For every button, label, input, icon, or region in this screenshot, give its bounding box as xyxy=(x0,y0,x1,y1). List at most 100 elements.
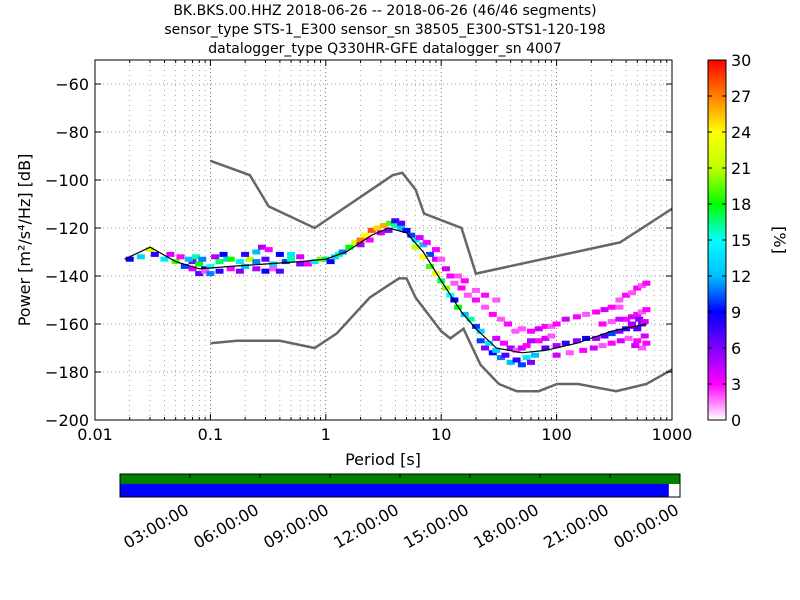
x-axis-label: Period [s] xyxy=(345,450,421,469)
chart-title: BK.BKS.00.HHZ 2018-06-26 -- 2018-06-26 (… xyxy=(0,2,770,59)
psd-cell xyxy=(552,352,561,358)
psd-cell xyxy=(582,311,591,317)
high-noise-model-line xyxy=(209,159,672,276)
psd-cell xyxy=(206,271,215,277)
psd-cell xyxy=(565,350,574,356)
y-axis-label: Power [m²/s⁴/Hz] [dB] xyxy=(15,154,34,327)
title-line-2: sensor_type STS-1_E300 sensor_sn 38505_E… xyxy=(164,22,606,38)
psd-cell xyxy=(330,254,339,260)
colorbar-tick-label: 6 xyxy=(731,339,741,358)
psd-cell xyxy=(522,355,531,361)
psd-cell xyxy=(397,225,406,231)
psd-cell xyxy=(252,249,261,255)
timeline-coverage-bottom xyxy=(120,484,669,497)
y-tick-label: −60 xyxy=(55,75,89,94)
psd-cell xyxy=(616,338,625,344)
psd-cell xyxy=(441,266,450,272)
psd-cell xyxy=(275,251,284,257)
psd-cell xyxy=(592,335,601,341)
psd-cell xyxy=(492,297,501,303)
psd-cell xyxy=(367,227,376,233)
psd-cell xyxy=(471,297,480,303)
psd-cell xyxy=(397,220,406,226)
psd-cell xyxy=(531,352,540,358)
psd-cell xyxy=(219,251,228,257)
psd-cell xyxy=(598,343,607,349)
psd-cell xyxy=(411,244,420,250)
plot-frame xyxy=(94,59,673,421)
psd-cell xyxy=(481,292,490,298)
psd-cell xyxy=(471,287,480,293)
psd-cell xyxy=(627,290,636,296)
psd-cell xyxy=(466,316,475,322)
psd-cell xyxy=(506,345,515,351)
psd-cell xyxy=(492,335,501,341)
psd-cell xyxy=(638,345,647,351)
y-tick-label: −180 xyxy=(45,363,89,382)
psd-cell xyxy=(622,292,631,298)
psd-cell xyxy=(426,251,435,257)
psd-cell xyxy=(373,225,382,231)
psd-cell xyxy=(589,345,598,351)
timeline-tick-label: 21:00:00 xyxy=(540,500,612,552)
psd-cell xyxy=(446,273,455,279)
psd-cell xyxy=(245,256,254,262)
psd-cell xyxy=(607,340,616,346)
psd-cell xyxy=(296,254,305,260)
psd-cell xyxy=(615,316,624,322)
psd-cell xyxy=(188,266,197,272)
psd-cell xyxy=(552,343,561,349)
psd-cell xyxy=(419,254,428,260)
psd-cell xyxy=(407,232,416,238)
psd-cell xyxy=(547,333,556,339)
psd-cell xyxy=(310,259,319,265)
psd-cell xyxy=(640,333,649,339)
psd-cell xyxy=(633,311,642,317)
x-tick-label: 100 xyxy=(541,425,572,444)
psd-cell xyxy=(351,239,360,245)
psd-cell xyxy=(638,283,647,289)
psd-cell xyxy=(607,319,616,325)
psd-cell xyxy=(166,251,175,257)
psd-cell xyxy=(598,321,607,327)
psd-cell xyxy=(534,338,543,344)
psd-cell xyxy=(460,278,469,284)
psd-cell xyxy=(633,326,642,332)
timeline-tick-label: 06:00:00 xyxy=(190,500,262,552)
psd-cell xyxy=(402,227,411,233)
psd-cell xyxy=(261,256,270,262)
psd-cell xyxy=(281,259,290,265)
y-tick-label: −100 xyxy=(45,171,89,190)
psd-cell xyxy=(506,359,515,365)
psd-cell xyxy=(582,335,591,341)
psd-cell xyxy=(136,254,145,260)
y-tick-label: −140 xyxy=(45,267,89,286)
psd-cell xyxy=(627,321,636,327)
psd-cell xyxy=(252,266,261,272)
psd-cell xyxy=(198,256,207,262)
low-noise-model-line xyxy=(210,277,672,393)
psd-cell xyxy=(642,307,651,313)
colorbar-tick-label: 24 xyxy=(731,123,751,142)
psd-cell xyxy=(206,263,215,269)
psd-cell xyxy=(125,256,134,262)
psd-cell xyxy=(264,247,273,253)
psd-cell xyxy=(195,261,204,267)
psd-cell xyxy=(235,268,244,274)
y-tick-label: −80 xyxy=(55,123,89,142)
psd-cell xyxy=(485,340,494,346)
psd-cell xyxy=(176,254,185,260)
psd-cell xyxy=(511,328,520,334)
psd-cell xyxy=(526,328,535,334)
psd-cell xyxy=(534,326,543,332)
psd-cell xyxy=(384,227,393,233)
psd-cell xyxy=(376,230,385,236)
psd-cell xyxy=(226,266,235,272)
psd-cell xyxy=(201,268,210,274)
psd-cell xyxy=(195,271,204,277)
psd-cell xyxy=(640,319,649,325)
x-tick-label: 10 xyxy=(431,425,451,444)
psd-cell xyxy=(633,338,642,344)
psd-cell xyxy=(615,328,624,334)
psd-cell xyxy=(275,268,284,274)
